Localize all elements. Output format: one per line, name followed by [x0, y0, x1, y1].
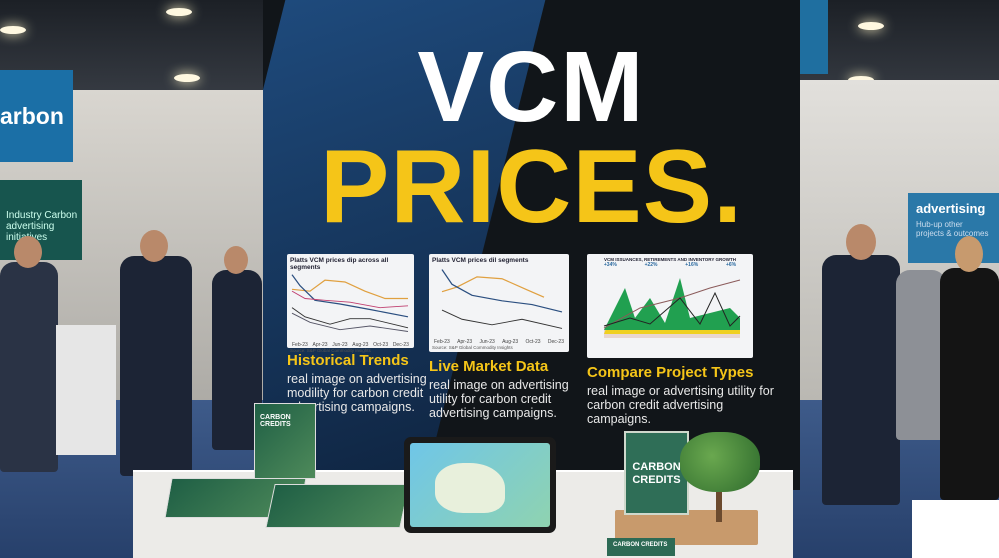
area-series — [604, 278, 740, 330]
chart-title: VCM ISSUANCES, RETIREMENTS AND INVENTORY… — [603, 257, 736, 262]
person — [212, 270, 262, 450]
series-line — [291, 274, 409, 318]
feature-heading: Historical Trends — [287, 352, 409, 369]
x-tick: Oct-23 — [373, 342, 389, 348]
chart-source: Source: S&P Global Commodity Insights — [432, 345, 513, 350]
person-head — [846, 224, 876, 260]
line-chart — [291, 274, 409, 332]
tree-trunk — [716, 488, 722, 522]
x-tick: Aug-23 — [502, 339, 519, 345]
feature-text: real image or advertising utility for ca… — [587, 384, 774, 426]
feature-historical: Historical Trends real image on advertis… — [287, 352, 427, 414]
series-line — [441, 269, 563, 313]
badge: +6% — [725, 262, 737, 268]
ceiling-light — [166, 8, 192, 16]
badges: +34% +22% +16% +6% — [590, 262, 750, 268]
badge: +34% — [603, 262, 617, 268]
x-tick: Jun-23 — [332, 342, 348, 348]
chart-card-historical: Platts VCM prices dip across all segment… — [287, 254, 414, 353]
feature-text: real image on advertising utility for ca… — [429, 378, 569, 420]
line-chart — [441, 269, 563, 329]
x-tick: Dec-23 — [547, 339, 564, 345]
series-line — [291, 279, 408, 300]
x-axis-ticks: Feb-23 Apr-23 Jun-23 Aug-23 Oct-23 Dec-23 — [432, 339, 566, 345]
person — [822, 255, 900, 505]
ceiling-light — [174, 74, 200, 82]
sign-right: advertising Hub-up other projects & outco… — [908, 193, 999, 263]
map-landmass — [435, 463, 505, 513]
x-tick: Apr-23 — [312, 342, 328, 348]
feature-live: Live Market Data real image on advertisi… — [429, 358, 579, 420]
chart-source: Source: S&P Global Commodity Insights — [290, 348, 371, 353]
chart-card-compare: VCM ISSUANCES, RETIREMENTS AND INVENTORY… — [587, 254, 753, 358]
x-tick: Oct-23 — [525, 339, 541, 345]
series-line — [291, 312, 409, 332]
ceiling-light — [858, 22, 884, 30]
area-chart — [603, 278, 741, 338]
person-head — [224, 246, 248, 274]
business-card: CARBON CREDITS — [607, 538, 675, 556]
chart-title: Platts VCM prices dip across all segment… — [290, 257, 389, 271]
series-line — [441, 309, 563, 329]
panel-title-line2: PRICES. — [319, 129, 744, 245]
x-tick: Feb-23 — [292, 342, 308, 348]
badge: +16% — [685, 262, 699, 268]
banner-edge — [800, 0, 828, 74]
feature-text: real image on advertising modility for c… — [287, 372, 427, 414]
person — [120, 256, 192, 476]
x-axis-ticks: Feb-23 Apr-23 Jun-23 Aug-23 Oct-23 Dec-23 — [290, 342, 411, 348]
brochure — [265, 484, 410, 528]
carbon-credits-block: CARBON CREDITS — [624, 431, 689, 515]
person — [940, 268, 999, 500]
person-head — [140, 230, 168, 262]
person — [896, 270, 946, 440]
x-tick: Feb-23 — [434, 339, 450, 345]
model-tree — [680, 432, 760, 492]
feature-heading: Live Market Data — [429, 358, 549, 375]
person — [0, 262, 58, 472]
sign-right-subtitle: Hub-up other projects & outcomes — [916, 220, 989, 238]
ceiling-light — [0, 26, 26, 34]
x-tick: Apr-23 — [457, 339, 473, 345]
vcm-display-panel: VCM PRICES. Platts VCM prices dip across… — [263, 0, 800, 490]
feature-heading: Compare Project Types — [587, 364, 754, 381]
person-head — [955, 236, 983, 272]
brochure-stand: CARBON CREDITS — [254, 403, 316, 479]
x-tick: Aug-23 — [352, 342, 369, 348]
badge: +22% — [644, 262, 658, 268]
feature-compare: Compare Project Types real image or adve… — [587, 364, 777, 426]
corner-blank — [912, 500, 999, 558]
x-tick: Jun-23 — [479, 339, 495, 345]
sign-right-title: advertising — [916, 201, 986, 216]
sign-left: arbon — [0, 70, 73, 162]
person-head — [14, 236, 42, 268]
tablet[interactable] — [404, 437, 556, 533]
series-line — [441, 276, 545, 298]
series-line — [603, 291, 741, 327]
chart-card-live: Platts VCM prices dil segments Feb-23 Apr… — [429, 254, 569, 352]
series-line — [291, 290, 409, 309]
map-screen — [410, 443, 550, 527]
panel-title-line1: VCM — [417, 31, 646, 143]
kiosk — [56, 325, 116, 455]
series-line — [291, 307, 409, 329]
chart-title: Platts VCM prices dil segments — [432, 257, 529, 264]
x-tick: Dec-23 — [392, 342, 409, 348]
